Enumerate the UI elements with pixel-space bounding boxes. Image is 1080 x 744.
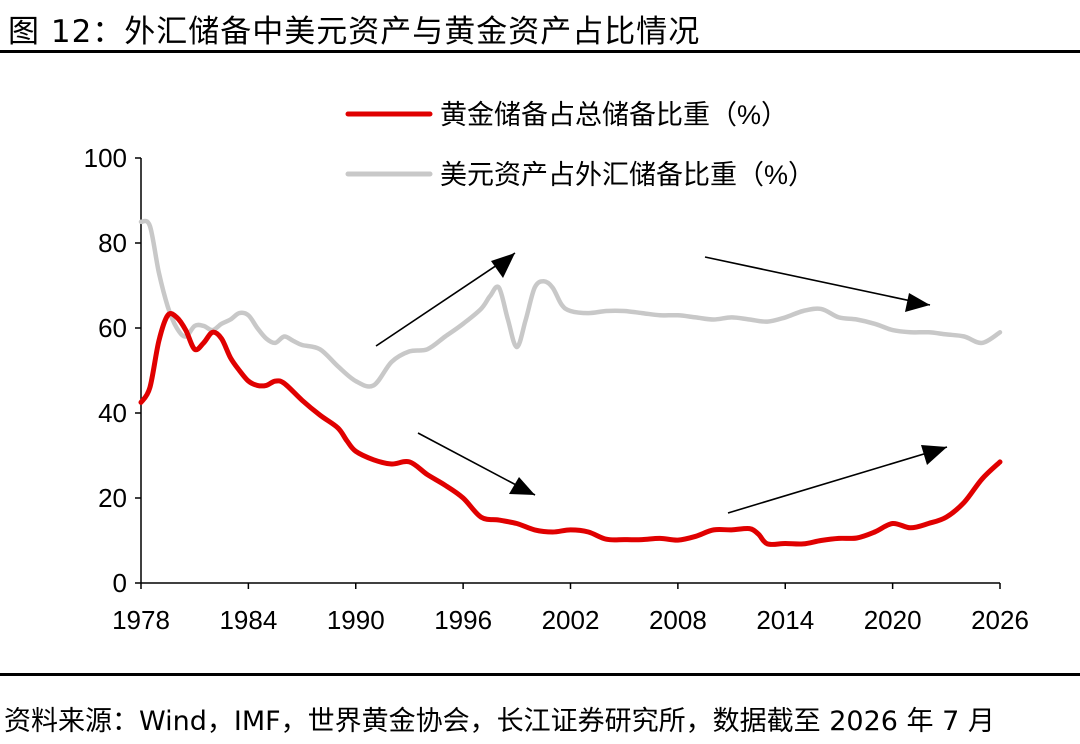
series-line-usd-share xyxy=(138,218,1003,389)
trend-arrow xyxy=(727,446,948,514)
source-note: 资料来源：Wind，IMF，世界黄金协会，长江证券研究所，数据截至 2026 年… xyxy=(4,706,995,737)
title-rule xyxy=(0,50,1080,53)
figure-title: 图 12：外汇储备中美元资产与黄金资产占比情况 xyxy=(8,14,701,50)
trend-arrow-head xyxy=(905,293,930,312)
x-tick-label: 1996 xyxy=(434,605,492,635)
trend-arrow xyxy=(704,256,931,306)
x-tick-label: 2008 xyxy=(649,605,707,635)
trend-arrow-head xyxy=(491,253,515,278)
source-rule xyxy=(0,673,1080,676)
y-tick-label: 40 xyxy=(98,398,127,428)
x-tick-label: 2014 xyxy=(756,605,814,635)
legend-label: 美元资产占外汇储备比重（%） xyxy=(440,160,815,190)
legend-label: 黄金储备占总储备比重（%） xyxy=(440,100,788,130)
y-tick-label: 80 xyxy=(98,228,127,258)
trend-arrow-head xyxy=(921,445,947,465)
x-tick-label: 1984 xyxy=(219,605,277,635)
trend-arrow-head xyxy=(509,477,535,495)
series-line-gold-share xyxy=(138,311,1003,548)
x-tick-label: 1990 xyxy=(327,605,385,635)
y-tick-label: 0 xyxy=(113,568,127,598)
x-tick-label: 2002 xyxy=(542,605,600,635)
trend-arrow xyxy=(375,252,516,347)
y-tick-label: 20 xyxy=(98,483,127,513)
x-tick-label: 2026 xyxy=(971,605,1029,635)
y-tick-label: 60 xyxy=(98,313,127,343)
x-tick-label: 1978 xyxy=(112,605,170,635)
x-tick-label: 2020 xyxy=(864,605,922,635)
y-tick-label: 100 xyxy=(84,143,127,173)
